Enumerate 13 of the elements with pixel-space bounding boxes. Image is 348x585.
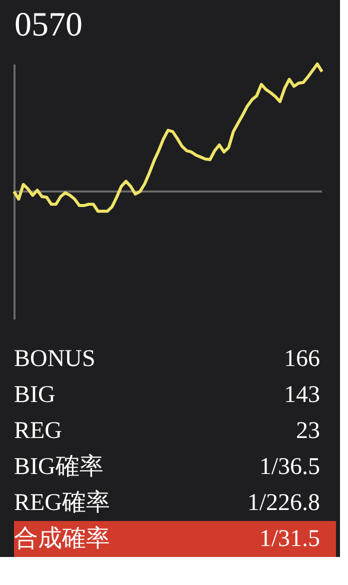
text: BIG (14, 382, 56, 408)
text: 1/31.5 (259, 526, 320, 552)
text: 23 (296, 418, 320, 444)
text: 166 (284, 346, 320, 372)
text: 1/226.8 (247, 490, 320, 516)
text: 143 (284, 382, 320, 408)
text: 合成確率 (14, 525, 110, 552)
text: REG (14, 418, 62, 444)
text: BIG確率 (14, 453, 104, 480)
text: REG確率 (14, 489, 110, 516)
chart-title: 0570 (14, 6, 82, 44)
text: 1/36.5 (259, 454, 320, 480)
text: BONUS (14, 346, 96, 372)
